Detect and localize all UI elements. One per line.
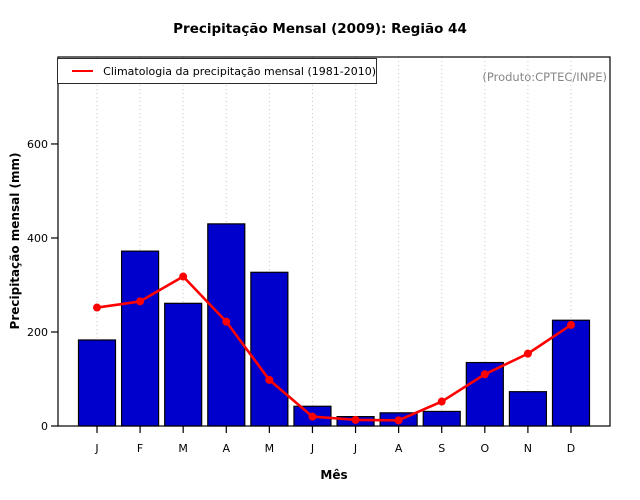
x-tick-label: J	[353, 442, 357, 455]
gridlines	[96, 57, 572, 426]
climatology-line-series	[93, 272, 575, 425]
y-tick-label: 200	[27, 326, 48, 339]
climatology-point	[136, 297, 145, 306]
y-tick-label: 600	[27, 138, 48, 151]
bar	[551, 319, 591, 427]
chart-title: Precipitação Mensal (2009): Região 44	[173, 21, 467, 37]
bar	[164, 302, 203, 427]
bar	[250, 271, 289, 427]
axes: 0 200 400 600 J F M A M J J A S O N D	[27, 56, 611, 455]
x-tick-label: M	[178, 442, 188, 455]
plot-box	[57, 56, 611, 427]
climatology-point	[308, 412, 317, 421]
product-annotation: (Produto:CPTEC/INPE)	[482, 70, 607, 84]
y-tick-label: 400	[27, 232, 48, 245]
bar	[77, 339, 117, 427]
climatology-point	[179, 272, 188, 281]
x-tick-label: N	[524, 442, 532, 455]
y-tick-label: 0	[41, 420, 48, 433]
climatology-point	[93, 303, 101, 312]
legend-label: Climatologia da precipitação mensal (198…	[103, 64, 376, 78]
climatology-point	[437, 397, 446, 406]
climatology-point	[394, 416, 403, 425]
legend-line-sample-icon	[72, 70, 94, 72]
x-axis-label: Mês	[320, 468, 348, 482]
bar-series	[77, 223, 591, 427]
x-tick-label: A	[395, 442, 403, 455]
bar	[422, 410, 461, 427]
x-tick-label: J	[94, 442, 98, 455]
x-tick-label: M	[265, 442, 275, 455]
climatology-point	[567, 320, 575, 329]
x-tick-label: A	[223, 442, 231, 455]
climatology-point	[523, 349, 532, 358]
legend: Climatologia da precipitação mensal (198…	[57, 58, 377, 84]
x-tick-label: D	[567, 442, 575, 455]
climatology-point	[480, 370, 489, 379]
climatology-line	[95, 275, 573, 422]
bar	[508, 391, 548, 427]
x-tick-label: F	[137, 442, 143, 455]
bar	[120, 250, 160, 427]
climatology-point	[351, 415, 360, 424]
x-tick-label: S	[438, 442, 445, 455]
y-axis-label: Precipitação mensal (mm)	[8, 152, 22, 330]
climatology-point	[222, 317, 231, 326]
x-tick-label: O	[480, 442, 489, 455]
climatology-point	[265, 375, 274, 384]
x-tick-label: J	[310, 442, 314, 455]
